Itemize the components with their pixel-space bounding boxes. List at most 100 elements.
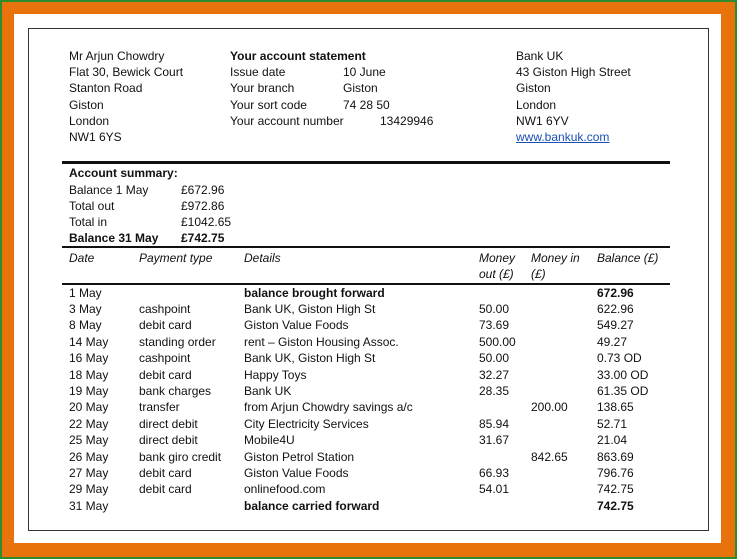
- customer-address-line: Flat 30, Bewick Court: [69, 65, 184, 80]
- cell-date: 19 May: [69, 383, 109, 398]
- cell-payment-type: bank giro credit: [139, 449, 222, 464]
- table-top-divider: [62, 246, 670, 248]
- cell-details: Bank UK, Giston High St: [244, 301, 376, 316]
- cell-balance: 622.96: [597, 301, 634, 316]
- cell-balance: 49.27: [597, 334, 628, 349]
- statement-field-value: 13429946: [380, 113, 434, 128]
- bank-address-line: London: [516, 97, 557, 112]
- header-details: Details: [244, 251, 281, 265]
- cell-details: onlinefood.com: [244, 482, 326, 497]
- cell-balance: 863.69: [597, 449, 634, 464]
- header-money-out-line2: out (£): [479, 267, 514, 281]
- cell-date: 16 May: [69, 351, 109, 366]
- table-header-divider: [62, 283, 670, 285]
- cell-date: 22 May: [69, 416, 109, 431]
- cell-money-out: 50.00: [479, 301, 510, 316]
- customer-address-line: London: [69, 113, 110, 128]
- header-date: Date: [69, 251, 95, 265]
- cell-money-out: 54.01: [479, 482, 510, 497]
- cell-balance: 61.35 OD: [597, 383, 649, 398]
- cell-payment-type: cashpoint: [139, 301, 191, 316]
- cell-payment-type: direct debit: [139, 416, 198, 431]
- statement-document: [28, 28, 709, 531]
- statement-field-label: Your branch: [230, 81, 295, 96]
- cell-details: Giston Value Foods: [244, 318, 349, 333]
- cell-money-out: 73.69: [479, 318, 510, 333]
- cell-date: 3 May: [69, 301, 102, 316]
- cell-balance: 672.96: [597, 285, 634, 300]
- cell-payment-type: direct debit: [139, 433, 198, 448]
- header-payment-type: Payment type: [139, 251, 213, 265]
- summary-value: £1042.65: [181, 215, 232, 230]
- cell-balance: 549.27: [597, 318, 634, 333]
- bank-address-line: Bank UK: [516, 49, 564, 63]
- cell-balance: 0.73 OD: [597, 351, 642, 366]
- cell-balance: 742.75: [597, 482, 634, 497]
- cell-details: balance carried forward: [244, 498, 380, 513]
- cell-balance: 52.71: [597, 416, 628, 431]
- header-money-in-line2: (£): [531, 267, 546, 281]
- cell-payment-type: debit card: [139, 318, 192, 333]
- cell-date: 31 May: [69, 498, 109, 513]
- cell-money-out: 28.35: [479, 383, 510, 398]
- cell-balance: 742.75: [597, 498, 634, 513]
- cell-payment-type: cashpoint: [139, 351, 191, 366]
- cell-balance: 796.76: [597, 465, 634, 480]
- statement-field-label: Your account number: [230, 113, 344, 128]
- cell-money-out: 85.94: [479, 416, 510, 431]
- cell-date: 26 May: [69, 449, 109, 464]
- cell-money-in: 842.65: [531, 449, 568, 464]
- customer-address-line: Giston: [69, 97, 104, 112]
- cell-balance: 33.00 OD: [597, 367, 649, 382]
- statement-title: Your account statement: [230, 49, 366, 63]
- summary-value: £672.96: [181, 182, 225, 197]
- cell-details: from Arjun Chowdry savings a/c: [244, 400, 413, 415]
- cell-date: 1 May: [69, 285, 102, 300]
- cell-date: 18 May: [69, 367, 109, 382]
- summary-label: Balance 31 May: [69, 231, 159, 246]
- summary-label: Balance 1 May: [69, 182, 149, 197]
- cell-payment-type: debit card: [139, 482, 192, 497]
- header-money-out-line1: Money: [479, 251, 516, 265]
- cell-date: 20 May: [69, 400, 109, 415]
- cell-money-out: 500.00: [479, 334, 516, 349]
- summary-value: £742.75: [181, 231, 225, 246]
- statement-field-value: Giston: [343, 81, 378, 96]
- cell-date: 8 May: [69, 318, 102, 333]
- cell-payment-type: bank charges: [139, 383, 212, 398]
- cell-balance: 138.65: [597, 400, 634, 415]
- cell-money-out: 66.93: [479, 465, 510, 480]
- statement-field-value: 74 28 50: [343, 97, 390, 112]
- bank-address-line: Giston: [516, 81, 551, 96]
- cell-date: 29 May: [69, 482, 109, 497]
- cell-money-in: 200.00: [531, 400, 568, 415]
- cell-details: Bank UK, Giston High St: [244, 351, 376, 366]
- cell-money-out: 32.27: [479, 367, 510, 382]
- cell-date: 27 May: [69, 465, 109, 480]
- cell-details: City Electricity Services: [244, 416, 369, 431]
- cell-details: balance brought forward: [244, 285, 385, 300]
- section-divider: [62, 161, 670, 164]
- cell-details: rent – Giston Housing Assoc.: [244, 334, 399, 349]
- cell-details: Giston Petrol Station: [244, 449, 355, 464]
- cell-date: 14 May: [69, 334, 109, 349]
- cell-payment-type: transfer: [139, 400, 180, 415]
- cell-details: Giston Value Foods: [244, 465, 349, 480]
- cell-balance: 21.04: [597, 433, 628, 448]
- customer-address-line: NW1 6YS: [69, 130, 122, 144]
- cell-money-out: 31.67: [479, 433, 510, 448]
- statement-field-value: 10 June: [343, 65, 386, 80]
- header-balance: Balance (£): [597, 251, 659, 265]
- header-money-in-line1: Money in: [531, 251, 580, 265]
- cell-details: Happy Toys: [244, 367, 307, 382]
- statement-field-label: Your sort code: [230, 97, 307, 112]
- statement-field-label: Issue date: [230, 65, 286, 80]
- cell-money-out: 50.00: [479, 351, 510, 366]
- bank-address-line: 43 Giston High Street: [516, 65, 631, 80]
- cell-payment-type: debit card: [139, 367, 192, 382]
- cell-payment-type: debit card: [139, 465, 192, 480]
- customer-address-line: Stanton Road: [69, 81, 143, 96]
- summary-title: Account summary:: [69, 166, 178, 180]
- bank-website-link[interactable]: www.bankuk.com: [516, 130, 610, 144]
- summary-label: Total in: [69, 215, 108, 230]
